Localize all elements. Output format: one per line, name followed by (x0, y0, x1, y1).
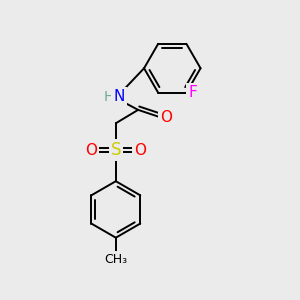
Text: N: N (113, 89, 124, 104)
Text: S: S (111, 141, 121, 159)
Text: O: O (160, 110, 172, 125)
Text: O: O (134, 142, 146, 158)
Text: H: H (103, 89, 114, 103)
Text: CH₃: CH₃ (104, 253, 128, 266)
Text: O: O (85, 142, 97, 158)
Text: F: F (189, 85, 197, 100)
